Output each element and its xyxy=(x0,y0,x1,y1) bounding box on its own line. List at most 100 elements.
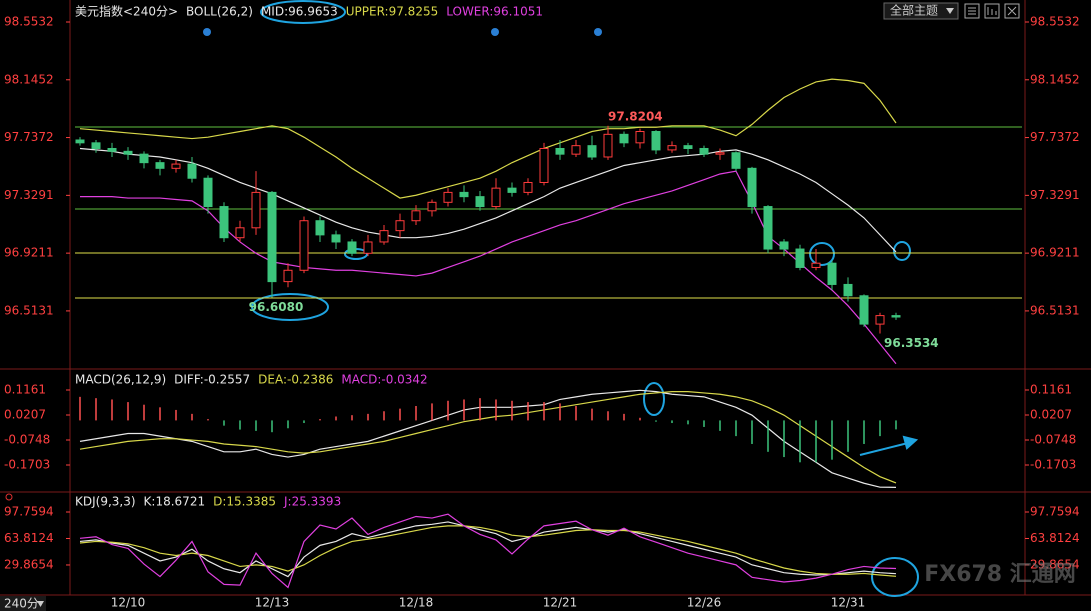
y-tick-label: 29.8654 xyxy=(4,557,54,571)
x-tick-label: 12/31 xyxy=(831,596,866,610)
period-label[interactable]: 240分 xyxy=(4,597,39,611)
y-tick-label: 98.5532 xyxy=(4,15,54,29)
candle-body xyxy=(395,220,405,232)
theme-button-label[interactable]: 全部主题 xyxy=(890,3,938,18)
x-tick-label: 12/26 xyxy=(687,596,722,610)
indicator-line xyxy=(79,389,897,488)
candle-body xyxy=(859,295,869,325)
candle-body xyxy=(539,147,549,183)
candle-body xyxy=(235,227,245,239)
header-label: MACD:-0.0342 xyxy=(341,373,427,387)
watermark: FX678 汇通网 xyxy=(924,562,1076,587)
y-tick-label: -0.1703 xyxy=(4,457,50,471)
dropdown-icon xyxy=(946,8,954,14)
y-tick-label: 97.7372 xyxy=(4,130,54,144)
y-tick-label-right: 96.5131 xyxy=(1030,303,1080,317)
price-annotation: 97.8204 xyxy=(608,109,663,123)
candle-body xyxy=(587,145,597,158)
theme-button[interactable] xyxy=(883,2,959,20)
header-label: D:15.3385 xyxy=(213,495,276,509)
y-tick-label: 63.8124 xyxy=(4,531,54,545)
header-label: 美元指数<240分> xyxy=(75,4,178,19)
candle-body xyxy=(251,191,261,229)
candle-body xyxy=(347,241,357,254)
header-label: MACD(26,12,9) xyxy=(75,373,166,387)
period-box[interactable] xyxy=(0,596,46,611)
candle-body xyxy=(171,163,181,169)
candle-body xyxy=(459,191,469,198)
candle-body xyxy=(187,163,197,179)
header-label: J:25.3393 xyxy=(283,495,341,509)
candle-body xyxy=(363,241,373,254)
header-label: K:18.6721 xyxy=(144,495,206,509)
candle-body xyxy=(731,152,741,169)
indicator-line xyxy=(79,391,897,484)
candle-body xyxy=(827,262,837,285)
y-tick-label: 97.7594 xyxy=(4,504,54,518)
candle-body xyxy=(667,145,677,151)
candle-body xyxy=(139,153,149,164)
indicator-line xyxy=(80,170,897,365)
candle-body xyxy=(491,187,501,208)
candle-body xyxy=(203,177,213,208)
y-tick-label: 96.5131 xyxy=(4,303,54,317)
candle-body xyxy=(331,234,341,243)
toolbar-icons[interactable] xyxy=(964,3,1020,19)
candle-body xyxy=(75,139,85,144)
header-label: UPPER:97.8255 xyxy=(346,5,438,19)
header-label: DIFF:-0.2557 xyxy=(174,373,250,387)
candle-body xyxy=(811,262,821,268)
candle-body xyxy=(555,147,565,155)
candle-body xyxy=(107,147,117,152)
header-label: DEA:-0.2386 xyxy=(258,373,333,387)
candle-body xyxy=(779,241,789,250)
candle-body xyxy=(123,150,133,155)
candle-body xyxy=(795,248,805,268)
candle-body xyxy=(427,201,437,212)
settings-icon[interactable] xyxy=(5,493,13,501)
candle-body xyxy=(747,167,757,208)
x-tick-label: 12/10 xyxy=(111,596,146,610)
y-tick-label: 98.1452 xyxy=(4,72,54,86)
price-annotation: 96.6080 xyxy=(249,300,304,314)
candle-body xyxy=(443,191,453,203)
candle-body xyxy=(283,269,293,283)
y-tick-label: -0.0748 xyxy=(4,432,50,446)
candle-body xyxy=(219,206,229,239)
x-tick-label: 12/21 xyxy=(543,596,578,610)
indicator-line xyxy=(79,525,897,577)
y-tick-label-right: -0.0748 xyxy=(1030,432,1076,446)
y-tick-label-right: 97.3291 xyxy=(1030,188,1080,202)
y-tick-label-right: 97.7594 xyxy=(1030,504,1080,518)
candle-body xyxy=(683,145,693,149)
candle-body xyxy=(91,142,101,149)
candle-body xyxy=(619,133,629,144)
y-tick-label-right: 0.1161 xyxy=(1030,383,1072,397)
candle-body xyxy=(523,181,533,193)
candle-body xyxy=(475,196,485,208)
y-tick-label-right: 98.1452 xyxy=(1030,72,1080,86)
y-tick-label-right: -0.1703 xyxy=(1030,457,1076,471)
candle-body xyxy=(507,187,517,193)
header-label: LOWER:96.1051 xyxy=(446,5,543,19)
indicator-line xyxy=(79,513,897,589)
event-markers xyxy=(203,28,602,36)
candle-body xyxy=(267,191,277,283)
highlight-circles xyxy=(251,0,919,597)
candle-body xyxy=(875,315,885,325)
candle-body xyxy=(699,147,709,155)
candle-body xyxy=(571,145,581,155)
candle-body xyxy=(411,210,421,222)
y-tick-label-right: 98.5532 xyxy=(1030,15,1080,29)
y-tick-label-right: 97.7372 xyxy=(1030,130,1080,144)
candle-body xyxy=(715,152,725,155)
y-tick-label: 0.0207 xyxy=(4,407,46,421)
candle-body xyxy=(155,162,165,169)
candle-body xyxy=(651,130,661,151)
candle-body xyxy=(635,130,645,144)
indicator-line xyxy=(79,521,897,578)
candle-body xyxy=(315,220,325,236)
trend-arrow xyxy=(859,435,919,456)
x-tick-label: 12/18 xyxy=(399,596,434,610)
